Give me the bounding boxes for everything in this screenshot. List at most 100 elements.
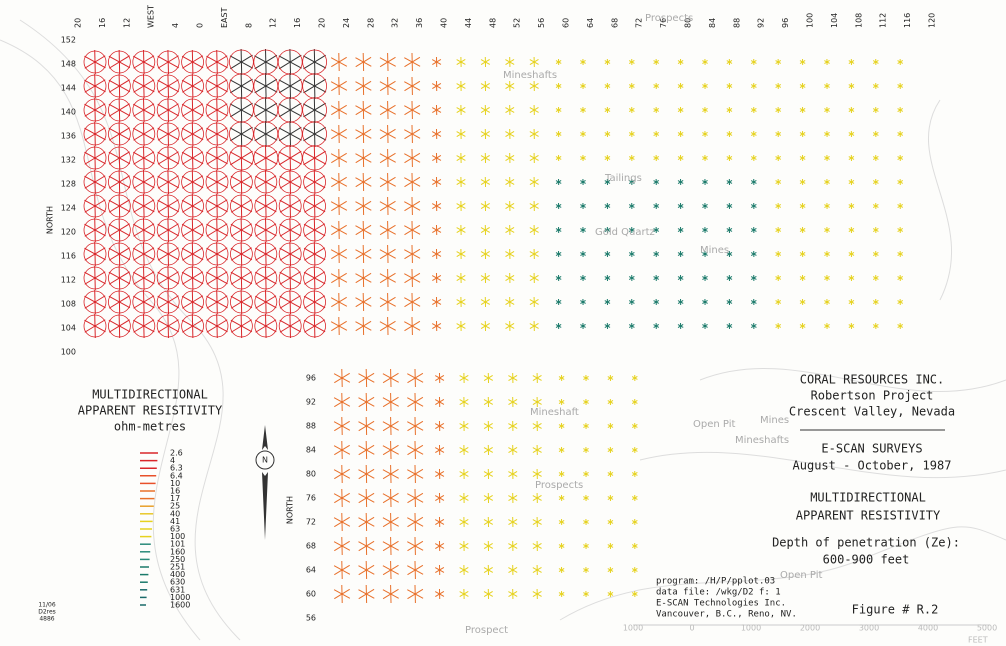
glyph-stroke bbox=[182, 223, 204, 237]
glyph-stroke bbox=[702, 132, 708, 136]
glyph-ring bbox=[132, 50, 156, 74]
glyph-stroke bbox=[404, 296, 421, 308]
glyph-stroke bbox=[505, 82, 515, 90]
glyph-stroke bbox=[459, 566, 469, 574]
glyph-stroke bbox=[505, 226, 515, 234]
glyph-ring bbox=[108, 314, 131, 338]
glyph-stroke bbox=[432, 106, 442, 114]
glyph-stroke bbox=[897, 84, 904, 88]
glyph-stroke bbox=[604, 132, 611, 136]
glyph-stroke bbox=[182, 319, 204, 333]
glyph-stroke bbox=[108, 295, 130, 309]
glyph-stroke bbox=[432, 250, 442, 258]
glyph-stroke bbox=[726, 84, 733, 88]
place-name: Prospects bbox=[645, 13, 693, 24]
glyph-stroke bbox=[702, 180, 708, 184]
glyph-stroke bbox=[558, 496, 565, 500]
glyph-stroke bbox=[358, 588, 375, 600]
glyph-stroke bbox=[84, 55, 106, 69]
depth: Depth of penetration (Ze): bbox=[772, 536, 960, 550]
glyph-stroke bbox=[358, 516, 375, 528]
glyph-stroke bbox=[230, 175, 252, 189]
glyph-stroke bbox=[206, 151, 228, 165]
glyph-stroke bbox=[824, 204, 830, 208]
glyph-stroke bbox=[407, 564, 424, 576]
glyph-stroke bbox=[628, 180, 635, 184]
glyph-stroke bbox=[255, 199, 277, 213]
glyph-stroke bbox=[775, 276, 782, 280]
glyph-stroke bbox=[379, 104, 396, 116]
glyph-stroke bbox=[555, 156, 562, 160]
glyph-stroke bbox=[303, 54, 326, 70]
glyph-stroke bbox=[407, 516, 424, 528]
scale-label: 4000 bbox=[918, 624, 938, 633]
legend-level: 1600 bbox=[170, 601, 190, 610]
glyph-stroke bbox=[255, 223, 277, 237]
glyph-stroke bbox=[407, 468, 424, 480]
glyph-stroke bbox=[358, 492, 375, 504]
glyph-stroke bbox=[331, 176, 347, 188]
glyph-stroke bbox=[182, 271, 204, 285]
glyph-ring bbox=[205, 50, 229, 74]
glyph-stroke bbox=[456, 202, 466, 210]
glyph-stroke bbox=[824, 276, 830, 280]
glyph-stroke bbox=[108, 127, 130, 141]
glyph-ring bbox=[132, 242, 156, 266]
column-label: 44 bbox=[464, 18, 473, 28]
glyph-stroke bbox=[379, 296, 396, 308]
glyph-stroke bbox=[677, 324, 684, 328]
glyph-ring bbox=[181, 314, 205, 338]
glyph-stroke bbox=[555, 204, 562, 208]
glyph-stroke bbox=[653, 276, 660, 280]
glyph-stroke bbox=[157, 247, 179, 261]
scale-label: 1000 bbox=[623, 624, 643, 633]
glyph-stroke bbox=[459, 494, 469, 502]
glyph-stroke bbox=[631, 424, 638, 428]
row-label: 100 bbox=[61, 348, 76, 357]
glyph-ring bbox=[278, 218, 302, 242]
glyph-stroke bbox=[379, 272, 396, 284]
glyph-stroke bbox=[379, 320, 396, 332]
glyph-stroke bbox=[355, 128, 372, 140]
glyph-stroke bbox=[775, 180, 782, 184]
glyph-ring bbox=[132, 170, 156, 194]
glyph-stroke bbox=[382, 444, 399, 456]
glyph-stroke bbox=[529, 130, 539, 138]
glyph-ring bbox=[83, 74, 107, 98]
glyph-stroke bbox=[480, 322, 490, 330]
glyph-stroke bbox=[331, 104, 347, 116]
axis-name: NORTH bbox=[46, 206, 55, 234]
glyph-stroke bbox=[775, 204, 782, 208]
glyph-stroke bbox=[480, 202, 490, 210]
glyph-stroke bbox=[580, 132, 586, 136]
glyph-ring bbox=[205, 290, 229, 314]
glyph-stroke bbox=[505, 298, 515, 306]
glyph-stroke bbox=[824, 252, 830, 256]
glyph-ring bbox=[156, 266, 180, 290]
glyph-stroke bbox=[404, 152, 421, 164]
glyph-stroke bbox=[355, 80, 372, 92]
glyph-ring bbox=[229, 290, 253, 314]
row-label: 144 bbox=[61, 84, 76, 93]
glyph-stroke bbox=[558, 568, 565, 572]
glyph-stroke bbox=[456, 322, 466, 330]
row-label: 140 bbox=[61, 108, 76, 117]
glyph-stroke bbox=[459, 542, 469, 550]
glyph-stroke bbox=[604, 108, 611, 112]
title-text: Crescent Valley, Nevada bbox=[789, 405, 955, 419]
glyph-stroke bbox=[529, 322, 539, 330]
glyph-stroke bbox=[604, 156, 611, 160]
glyph-stroke bbox=[358, 420, 375, 432]
glyph-stroke bbox=[607, 448, 614, 452]
glyph-stroke bbox=[628, 156, 635, 160]
glyph-stroke bbox=[505, 202, 515, 210]
column-label: 108 bbox=[854, 13, 863, 28]
glyph-stroke bbox=[206, 199, 228, 213]
glyph-stroke bbox=[583, 520, 589, 524]
legend-level: 25 bbox=[170, 502, 180, 511]
glyph-stroke bbox=[750, 108, 757, 112]
glyph-ring bbox=[108, 50, 131, 74]
glyph-stroke bbox=[824, 324, 830, 328]
glyph-stroke bbox=[230, 223, 252, 237]
glyph-ring bbox=[83, 218, 107, 242]
